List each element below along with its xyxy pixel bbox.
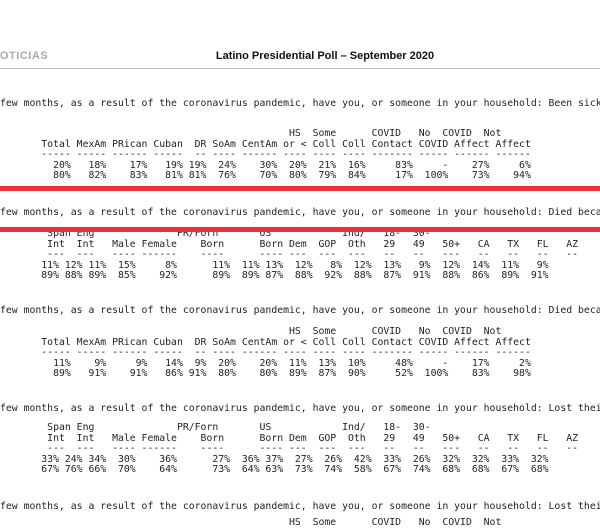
column-header: Span Eng PR/Forn US Ind/ 18- 30-	[0, 228, 431, 239]
table-row: 80% 82% 83% 81% 81% 76% 70% 80% 79% 84% …	[0, 170, 531, 181]
question: few months, as a result of the coronavir…	[0, 98, 600, 109]
column-header: Total MexAm PRican Cuban DR SoAm CentAm …	[0, 336, 531, 348]
separator: ----- ----- ------ ----- -- ---- ------ …	[0, 347, 531, 358]
table-row: 20% 18% 17% 19% 19% 24% 30% 20% 21% 16% …	[0, 159, 531, 171]
separator: --- --- ---- ------ ---- ---- --- --- --…	[0, 443, 579, 454]
separator: ----- ----- ------ ----- -- ---- ------ …	[0, 149, 531, 160]
question: few months, as a result of the coronavir…	[0, 501, 600, 512]
highlight-line	[0, 227, 600, 232]
highlight-line	[0, 186, 600, 191]
table-row: 89% 88% 89% 85% 92% 89% 89% 87% 88% 92% …	[0, 270, 549, 281]
column-header: HS Some COVID No COVID Not	[0, 128, 502, 139]
question: few months, as a result of the coronavir…	[0, 207, 600, 218]
table-row: 11% 9% 9% 14% 9% 20% 20% 11% 13% 10% 48%…	[0, 357, 531, 369]
question: few months, as a result of the coronavir…	[0, 403, 600, 414]
question: few months, as a result of the coronavir…	[0, 305, 600, 316]
column-header: Total MexAm PRican Cuban DR SoAm CentAm …	[0, 138, 531, 150]
column-header: HS Some COVID No COVID Not	[0, 517, 502, 528]
title: Latino Presidential Poll – September 202…	[215, 50, 435, 62]
column-header: HS Some COVID No COVID Not	[0, 326, 502, 337]
column-header: Int Int Male Female Born Born Dem GOP Ot…	[0, 238, 579, 250]
table-row: 11% 12% 11% 15% 8% 11% 11% 13% 12% 8% 12…	[0, 259, 549, 271]
table-row: 89% 91% 91% 86% 91% 80% 80% 89% 87% 90% …	[0, 368, 531, 379]
logo: OTICIAS	[0, 50, 49, 62]
separator: --- --- ---- ------ ---- ---- --- --- --…	[0, 249, 579, 260]
header-rule	[0, 68, 600, 69]
table-row: 33% 24% 34% 30% 36% 27% 36% 37% 27% 26% …	[0, 453, 549, 465]
table-row: 67% 76% 66% 70% 64% 73% 64% 63% 73% 74% …	[0, 464, 549, 475]
column-header: Int Int Male Female Born Born Dem GOP Ot…	[0, 432, 579, 444]
column-header: Span Eng PR/Forn US Ind/ 18- 30-	[0, 422, 431, 433]
